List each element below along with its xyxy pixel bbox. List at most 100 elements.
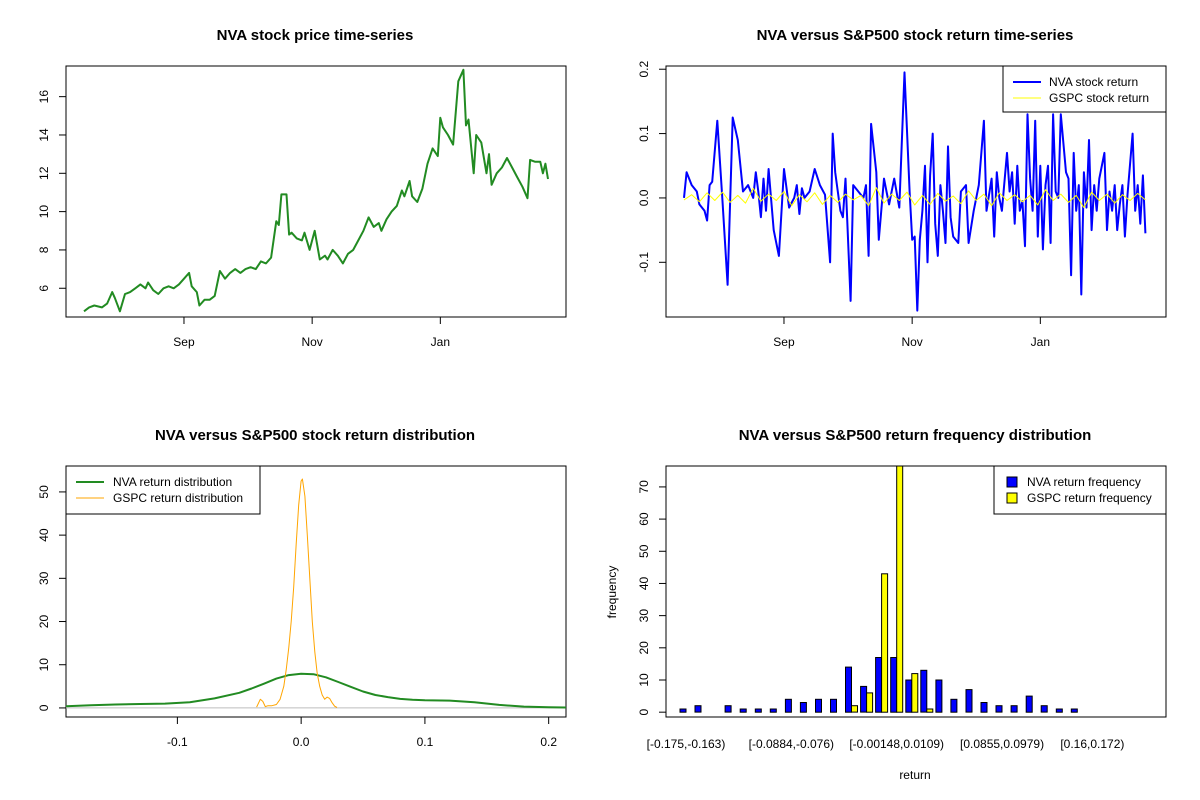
y-tick-label: 0.1 [637,125,651,142]
bar-nva [845,666,852,713]
y-tick-label: 0 [637,709,651,716]
y-tick-label: -0.1 [637,252,651,273]
y-tick-label: 40 [637,576,651,590]
y-tick-label: 10 [637,673,651,687]
x-tick-label: Jan [431,335,450,349]
x-tick-label: [-0.0884,-0.076) [749,737,834,751]
y-tick-label: 0.2 [637,61,651,78]
legend-label: GSPC return distribution [113,491,243,505]
y-tick-label: 6 [37,285,51,292]
bar-gspc [866,692,874,713]
bar-nva [950,698,958,713]
legend-label: GSPC stock return [1049,91,1149,105]
bar-gspc [896,465,904,713]
y-tick-label: 20 [37,615,51,629]
bar-nva [784,698,792,713]
y-tick-label: 10 [37,205,51,219]
bar-nva [920,669,928,713]
density-line-nva [65,672,567,709]
legend-label: NVA stock return [1049,75,1138,89]
chart-title: NVA versus S&P500 stock return distribut… [155,427,475,444]
y-tick-label: 0.0 [637,189,651,206]
bar-gspc [926,708,934,713]
chart-title: NVA stock price time-series [217,27,414,44]
bar-nva [875,657,883,713]
chart-title: NVA versus S&P500 stock return time-seri… [757,27,1074,44]
bar-gspc [851,705,858,713]
plot-frame [665,465,1167,718]
x-tick-label: [-0.00148,0.0109) [849,737,944,751]
bar-nva [995,705,1003,713]
bar-nva [890,657,898,713]
bar-nva [739,708,747,713]
legend: NVA stock return GSPC stock return [1002,65,1167,113]
legend-box [1002,65,1167,113]
y-tick-label: 40 [37,528,51,542]
bar-nva [980,702,988,713]
bar-nva [1055,708,1063,713]
x-tick-label: -0.1 [167,735,188,749]
y-tick-label: 60 [637,512,651,526]
legend-label: GSPC return frequency [1027,491,1152,505]
panel-returns: NVA versus S&P500 stock return time-seri… [637,27,1167,349]
bar-nva [679,708,687,713]
bar-nva [694,705,702,713]
x-tick-label: Sep [773,335,795,349]
x-axis-label: return [899,768,930,782]
legend: NVA return distribution GSPC return dist… [65,465,261,515]
x-tick-label: 0.1 [417,735,434,749]
series-line-gspc [683,187,1146,209]
plot-frame [65,65,567,318]
x-tick-label: [0.16,0.172) [1060,737,1124,751]
bar-nva [860,685,868,713]
y-axis-label: frequency [605,566,619,619]
bar-nva [799,702,807,713]
bar-nva [1040,705,1048,713]
legend-label: NVA return frequency [1027,475,1141,489]
y-tick-label: 10 [37,658,51,672]
bar-nva [754,708,762,713]
x-tick-label: 0.0 [293,735,310,749]
bar-nva [1025,695,1033,713]
bar-gspc [911,673,919,713]
x-tick-label: [-0.175,-0.163) [647,737,726,751]
bar-nva [905,679,913,713]
bar-nva [724,705,732,713]
y-tick-label: 50 [37,485,51,499]
bar-nva [769,708,777,713]
legend-box [993,465,1167,515]
chart-title: NVA versus S&P500 return frequency distr… [739,427,1092,444]
bar-gspc [881,573,889,713]
x-tick-label: Nov [901,335,922,349]
legend-box [65,465,261,515]
bar-nva [965,689,973,713]
legend-label: NVA return distribution [113,475,232,489]
x-tick-label: Nov [301,335,322,349]
panel-price: NVA stock price time-series Sep Nov Jan 6 8 1… [37,27,567,349]
y-tick-label: 30 [37,571,51,585]
y-tick-label: 12 [37,166,51,180]
legend-swatch [1006,492,1018,504]
panel-distribution: NVA versus S&P500 stock return distribut… [37,427,567,749]
y-tick-label: 50 [637,544,651,558]
x-tick-label: [0.0855,0.0979) [960,737,1044,751]
legend: NVA return frequency GSPC return frequen… [993,465,1167,515]
x-tick-label: Sep [173,335,195,349]
density-line-gspc [256,478,338,708]
y-tick-label: 16 [37,90,51,104]
y-tick-label: 0 [37,704,51,711]
y-tick-label: 14 [37,128,51,142]
x-tick-label: 0.2 [540,735,557,749]
y-tick-label: 30 [637,609,651,623]
bar-nva [830,698,837,713]
x-tick-label: Jan [1031,335,1050,349]
y-tick-label: 8 [37,246,51,253]
y-tick-label: 20 [637,641,651,655]
bar-nva [1010,705,1018,713]
bar-nva [1070,708,1078,713]
legend-swatch [1006,476,1018,488]
panel-frequency: NVA versus S&P500 return frequency distr… [605,427,1167,782]
bar-nva [815,698,822,713]
y-tick-label: 70 [637,480,651,494]
